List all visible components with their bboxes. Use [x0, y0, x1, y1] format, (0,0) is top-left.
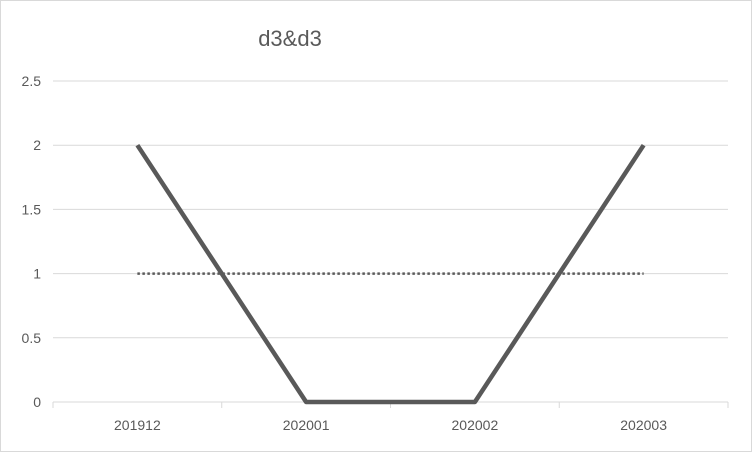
y-axis: 0 0.5 1 1.5 2 2.5 [22, 73, 42, 410]
y-tick-label: 2.5 [22, 73, 42, 89]
series-group [135, 143, 646, 405]
x-tick-label: 202003 [620, 417, 667, 433]
y-tick-label: 1.5 [22, 201, 42, 217]
y-tick-label: 0 [33, 394, 41, 410]
chart-title: d3&d3 [258, 26, 322, 51]
y-tick-label: 0.5 [22, 330, 42, 346]
x-axis: 201912 202001 202002 202003 [52, 401, 729, 433]
x-tick-label: 202002 [452, 417, 499, 433]
x-tick-label: 202001 [283, 417, 330, 433]
x-tick-label: 201912 [114, 417, 161, 433]
y-tick-label: 2 [33, 137, 41, 153]
gridlines [53, 80, 728, 339]
y-tick-label: 1 [33, 266, 41, 282]
